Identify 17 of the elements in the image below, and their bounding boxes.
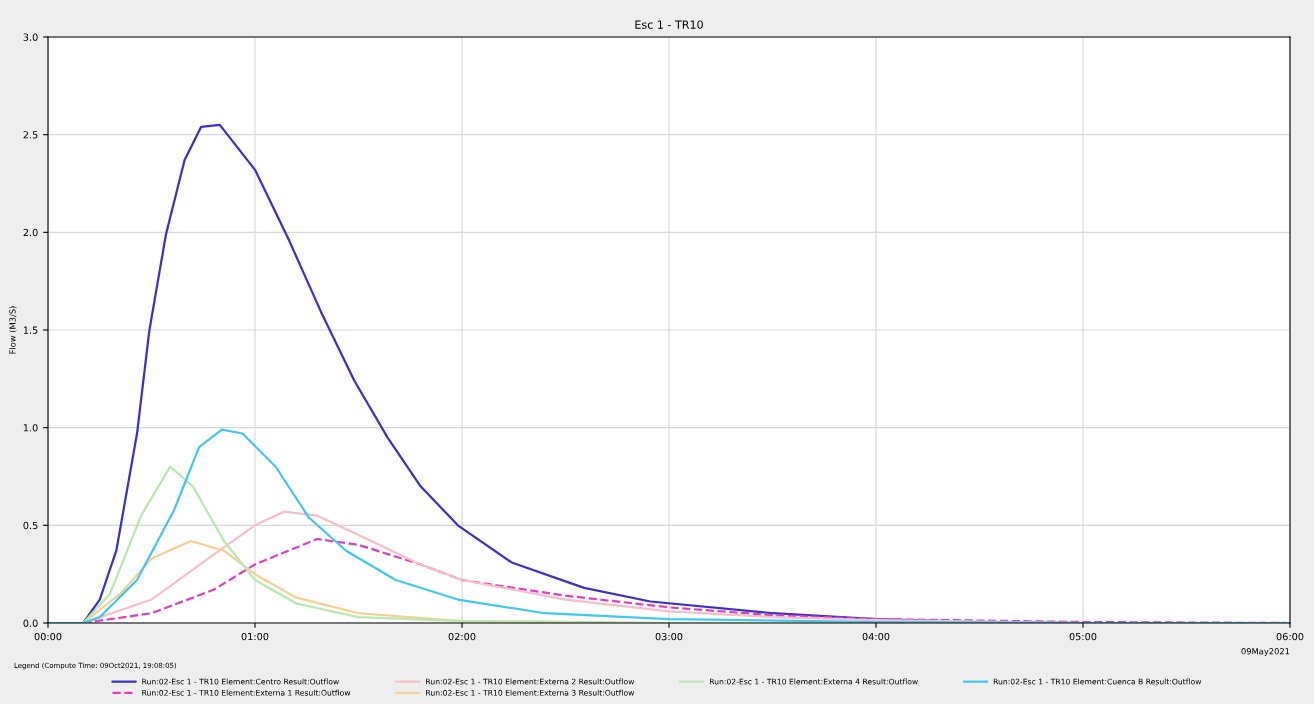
y-tick-label: 1.0 bbox=[23, 424, 38, 432]
text: 09May2021 bbox=[1241, 648, 1290, 657]
x-tick-label: 03:00 bbox=[655, 632, 683, 641]
y-axis-title: Flow (M3/S) bbox=[9, 306, 17, 354]
x-tick-label: 06:00 bbox=[1276, 632, 1304, 641]
y-tick-label: 0.5 bbox=[23, 521, 38, 530]
x-tick-label: 04:00 bbox=[862, 632, 890, 641]
y-tick-label: 3.0 bbox=[23, 33, 38, 41]
x-tick-label: 02:00 bbox=[448, 632, 476, 641]
x-tick-label: 05:00 bbox=[1069, 632, 1097, 641]
y-tick-label: 2.0 bbox=[23, 228, 38, 237]
y-tick-label: 0.0 bbox=[23, 619, 38, 627]
chart-title: Esc 1 - TR10 bbox=[635, 20, 703, 29]
y-tick-label: 1.5 bbox=[23, 326, 38, 334]
x-tick-label: 01:00 bbox=[241, 632, 269, 641]
x-tick-label: 00:00 bbox=[34, 632, 62, 641]
y-tick-label: 2.5 bbox=[23, 131, 38, 139]
